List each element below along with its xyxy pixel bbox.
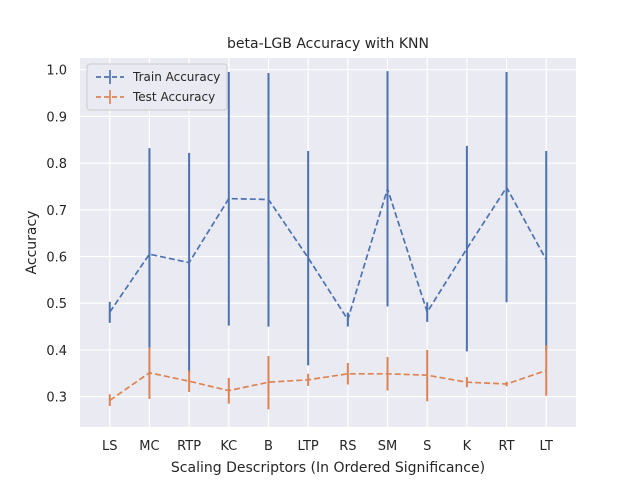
y-tick-label: 0.5 [46,297,67,312]
x-tick-label: KC [220,439,237,454]
x-tick-label: LTP [298,439,319,454]
series-test-accuracy [108,345,548,410]
x-tick-label: RS [339,439,356,454]
y-tick-label: 1.0 [46,64,67,79]
series-layer [108,71,548,410]
legend-label: Test Accuracy [132,90,215,104]
ticks-layer: 0.3 0.4 0.5 0.6 0.7 0.8 0.9 1.0 LS MC RTP KC B LTP RS S… [46,64,553,454]
x-tick-label: LT [540,439,553,454]
x-tick-label: S [423,439,431,454]
chart-title: beta-LGB Accuracy with KNN [227,36,429,52]
x-tick-label: LS [102,439,118,454]
y-tick-label: 0.4 [46,344,67,359]
y-axis-label: Accuracy [24,211,40,275]
series-line [109,369,547,402]
x-tick-label: RTP [177,439,201,454]
legend: Train Accuracy Test Accuracy [86,63,228,111]
x-tick-label: K [463,439,472,454]
y-tick-label: 0.7 [46,204,67,219]
legend-box [86,63,228,111]
x-tick-label: RT [499,439,515,454]
x-tick-label: SM [378,439,397,454]
legend-label: Train Accuracy [132,70,220,84]
x-axis-label: Scaling Descriptors (In Ordered Signific… [171,460,485,476]
plot-area [80,58,576,427]
x-tick-label: B [264,439,273,454]
series-line [109,185,547,322]
y-tick-label: 0.9 [46,110,67,125]
y-tick-label: 0.3 [46,391,67,406]
x-tick-label: MC [139,439,159,454]
series-train-accuracy [108,71,548,373]
y-tick-label: 0.8 [46,157,67,172]
y-tick-label: 0.6 [46,251,67,266]
